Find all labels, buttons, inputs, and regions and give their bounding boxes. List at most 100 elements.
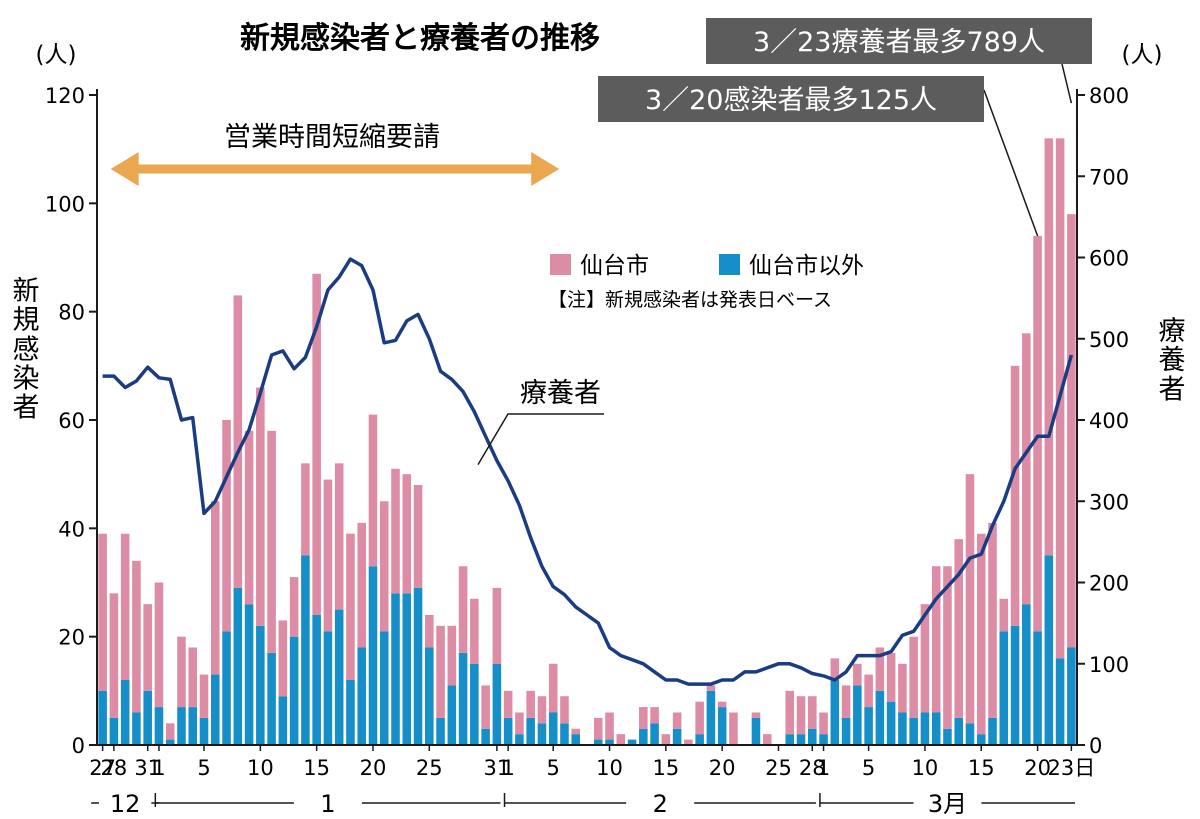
- legend-swatch-other: [719, 254, 740, 275]
- bar-sendai-day-1: [109, 593, 119, 718]
- bar-sendai-day-79: [988, 522, 997, 718]
- bar-other-day-9: [199, 717, 209, 745]
- bar-sendai-day-16: [278, 620, 288, 697]
- bar-sendai-day-80: [999, 598, 1009, 632]
- x-tick-label: 1: [152, 756, 165, 780]
- bar-other-day-12: [233, 587, 243, 745]
- bar-other-day-2: [120, 680, 130, 745]
- bar-other-day-70: [886, 701, 896, 745]
- bar-sendai-day-0: [98, 533, 107, 691]
- bar-sendai-day-82: [1022, 333, 1031, 605]
- bar-other-day-25: [379, 631, 389, 745]
- bar-sendai-day-18: [301, 463, 310, 556]
- bar-sendai-day-66: [841, 685, 851, 718]
- bar-other-day-85: [1055, 658, 1065, 745]
- x-tick-label: 1: [501, 756, 514, 780]
- x-tick-label: 1: [817, 756, 830, 780]
- bar-other-day-76: [954, 717, 964, 745]
- bar-other-day-78: [976, 734, 986, 745]
- bar-sendai-day-26: [391, 468, 400, 594]
- line-patients: [102, 257, 1074, 686]
- bar-other-day-37: [515, 734, 524, 745]
- y-left-tick-label: 20: [58, 626, 85, 650]
- bar-other-day-11: [222, 631, 231, 745]
- bar-other-day-32: [458, 652, 468, 745]
- bar-sendai-day-45: [605, 712, 614, 740]
- x-tick-label: 5: [547, 756, 560, 780]
- bar-sendai-day-15: [267, 430, 276, 653]
- y-right-tick-label: 400: [1089, 409, 1129, 433]
- bar-sendai-day-6: [165, 723, 175, 740]
- bar-other-day-16: [278, 696, 288, 745]
- bar-sendai-day-53: [695, 701, 704, 735]
- bar-sendai-day-61: [785, 690, 795, 735]
- bar-other-day-81: [1010, 625, 1020, 745]
- bar-sendai-day-8: [188, 647, 198, 708]
- bar-other-day-10: [210, 674, 220, 745]
- bar-other-day-19: [312, 615, 321, 745]
- bar-sendai-day-28: [413, 485, 423, 588]
- callout-peak-patients: 3／23療養者最多789人: [706, 18, 1092, 64]
- bar-other-day-75: [943, 728, 952, 745]
- bar-sendai-day-86: [1067, 214, 1076, 648]
- x-tick-label: 25: [416, 756, 443, 780]
- x-tick-label: 31: [134, 756, 161, 780]
- bar-other-day-33: [470, 663, 479, 745]
- y-left-tick-label: 60: [58, 409, 85, 433]
- x-tick-label: 5: [862, 756, 875, 780]
- legend-label-sendai: 仙台市: [580, 253, 649, 279]
- y-left-unit: (人): [36, 42, 77, 68]
- bar-other-day-15: [267, 652, 276, 745]
- bar-sendai-day-19: [312, 273, 321, 615]
- bar-sendai-day-3: [132, 560, 141, 713]
- bar-other-day-24: [368, 566, 378, 745]
- bar-sendai-day-70: [886, 652, 896, 702]
- bar-other-day-74: [931, 712, 941, 745]
- bar-other-day-0: [98, 690, 107, 745]
- bar-other-day-61: [785, 734, 795, 745]
- period-arrow-head-left: [110, 152, 139, 186]
- bar-sendai-day-7: [177, 636, 186, 708]
- month-label: 12: [110, 790, 141, 818]
- bar-other-day-5: [154, 707, 164, 745]
- bar-other-day-65: [830, 680, 840, 745]
- bar-sendai-day-39: [537, 696, 547, 724]
- bar-sendai-day-46: [616, 734, 626, 745]
- bar-sendai-day-41: [560, 696, 569, 724]
- bar-sendai-day-50: [661, 734, 671, 745]
- bar-other-day-53: [695, 734, 704, 745]
- x-tick-label: 31: [484, 756, 511, 780]
- bar-other-day-80: [999, 631, 1009, 745]
- bar-sendai-day-17: [289, 577, 299, 637]
- bar-other-day-27: [402, 593, 412, 745]
- bar-sendai-day-62: [796, 696, 806, 735]
- bar-other-day-29: [425, 647, 434, 745]
- bar-other-day-64: [819, 734, 828, 745]
- bar-sendai-day-72: [909, 636, 918, 718]
- y-left-tick-label: 40: [58, 517, 85, 541]
- legend-swatch-sendai: [550, 254, 571, 275]
- bar-sendai-day-54: [706, 685, 716, 691]
- line-series-label: 療養者: [520, 378, 601, 409]
- bar-other-day-6: [165, 739, 175, 745]
- bar-sendai-day-77: [965, 474, 975, 724]
- bar-sendai-day-35: [492, 587, 502, 664]
- bar-other-day-86: [1067, 647, 1076, 745]
- bar-other-day-42: [571, 734, 581, 745]
- bar-sendai-day-11: [222, 420, 231, 632]
- legend: 仙台市 仙台市以外: [550, 253, 864, 279]
- bar-other-day-54: [706, 690, 716, 745]
- bar-other-day-40: [548, 712, 558, 745]
- bar-sendai-day-29: [425, 615, 434, 648]
- bar-other-day-14: [256, 625, 265, 745]
- bar-layer: [98, 138, 1076, 745]
- callout-text-peak-cases: 3／20感染者最多125人: [645, 85, 937, 116]
- bar-sendai-day-48: [639, 707, 648, 729]
- bar-sendai-day-2: [120, 533, 130, 680]
- y-right-tick-label: 100: [1089, 653, 1129, 677]
- axes-layer: [96, 89, 1078, 746]
- bar-other-day-28: [413, 587, 423, 745]
- bar-sendai-day-37: [515, 712, 524, 735]
- x-tick-label: 10: [912, 756, 939, 780]
- y-left-tick-label: 80: [58, 301, 85, 325]
